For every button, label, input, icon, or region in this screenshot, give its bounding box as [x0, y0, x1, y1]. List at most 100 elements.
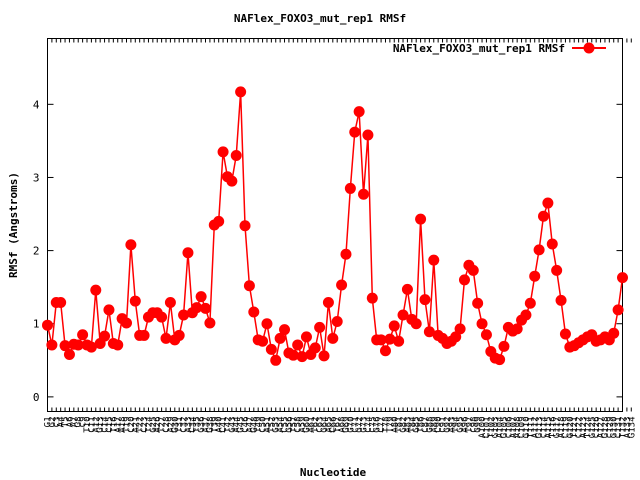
data-point [160, 332, 172, 344]
data-point [362, 129, 374, 141]
x-tick-label: G117 [553, 417, 563, 439]
x-tick-label: G60 [302, 417, 312, 433]
x-tick-label: G76 [373, 417, 383, 433]
x-tick-label: G2 [48, 417, 58, 428]
x-tick-label: G69 [342, 417, 352, 433]
x-tick-label: G64 [320, 417, 330, 433]
data-point [498, 340, 510, 352]
x-tick-label: T97 [465, 417, 475, 433]
data-point [42, 319, 53, 331]
x-tick-label: G88 [425, 417, 435, 433]
x-tick-label: C129 [605, 417, 615, 439]
x-tick-label: A104 [496, 417, 506, 439]
data-point [472, 297, 484, 309]
x-tick-label: T67 [333, 417, 343, 433]
data-point [555, 294, 567, 306]
data-point [191, 302, 203, 314]
data-point [476, 318, 488, 330]
x-tick-label: A100 [478, 417, 488, 439]
x-tick-label: A80 [390, 417, 400, 433]
data-point [213, 215, 225, 227]
x-tick-label: C101 [482, 417, 492, 439]
x-tick-label: A54 [276, 417, 286, 433]
x-tick-label: C9 [79, 417, 89, 428]
x-tick-label: T24 [144, 417, 154, 433]
x-tick-label: C14 [101, 417, 111, 433]
data-point [274, 332, 286, 344]
x-tick-label: C50 [259, 417, 269, 433]
x-tick-label: A118 [557, 417, 567, 439]
data-point [112, 339, 124, 351]
data-point [428, 254, 440, 266]
data-point [520, 309, 532, 321]
data-point [358, 188, 370, 200]
x-tick-label: C71 [351, 417, 361, 433]
x-tick-label: T39 [210, 417, 220, 433]
data-point [379, 345, 391, 357]
x-tick-label: C119 [561, 417, 571, 439]
x-tick-label: T31 [175, 417, 185, 433]
data-point [279, 324, 291, 336]
x-tick-label: C32 [180, 417, 190, 433]
data-point [410, 318, 422, 330]
data-point [99, 330, 111, 342]
x-tick-label: C114 [539, 417, 549, 439]
x-tick-label: G82 [399, 417, 409, 433]
x-tick-label: C90 [434, 417, 444, 433]
x-axis-label: Nucleotide [300, 466, 367, 479]
data-point [156, 311, 168, 323]
data-point [524, 297, 536, 309]
x-tick-label: T16 [109, 417, 119, 433]
data-point [178, 309, 190, 321]
x-tick-label: G25 [149, 417, 159, 433]
data-point [265, 343, 277, 355]
y-tick-label: 0 [33, 391, 40, 404]
x-tick-label: T111 [526, 417, 536, 439]
x-tick-label: A127 [597, 417, 607, 439]
data-point [349, 126, 361, 138]
x-tick-label: T121 [570, 417, 580, 439]
x-tick-label: G110 [522, 417, 532, 439]
y-tick-label: 1 [33, 318, 40, 331]
data-point [415, 213, 427, 225]
x-tick-label: A108 [513, 417, 523, 439]
data-point [612, 304, 624, 316]
x-tick-label: T84 [408, 417, 418, 433]
data-point [235, 86, 247, 98]
x-tick-label: A26 [153, 417, 163, 433]
data-point [204, 317, 216, 329]
data-point [551, 264, 563, 276]
data-point [270, 354, 282, 366]
x-tick-label: G45 [237, 417, 247, 433]
x-tick-label: A18 [118, 417, 128, 433]
data-point [296, 351, 308, 363]
data-point [173, 329, 185, 341]
data-point [336, 279, 348, 291]
x-tick-label: A21 [131, 417, 141, 433]
x-tick-label: G38 [206, 417, 216, 433]
x-tick-label: C77 [377, 417, 387, 433]
x-tick-label: A89 [430, 417, 440, 433]
x-tick-label: C58 [294, 417, 304, 433]
chart-title: NAFlex_FOXO3_mut_rep1 RMSf [234, 12, 406, 25]
data-point [366, 292, 378, 304]
data-point [401, 283, 413, 295]
data-point [450, 331, 462, 343]
x-tick-label: A47 [245, 417, 255, 433]
data-point [243, 280, 255, 292]
x-tick-label: G13 [96, 417, 106, 433]
data-point [239, 220, 251, 232]
x-tick-label: A17 [114, 417, 124, 433]
legend: NAFlex_FOXO3_mut_rep1 RMSf [393, 42, 606, 55]
x-tick-label: C11 [87, 417, 97, 433]
data-point [322, 297, 334, 309]
data-point [164, 297, 176, 309]
plot-frame [47, 38, 623, 412]
data-point [480, 329, 492, 341]
x-tick-label: G70 [346, 417, 356, 433]
data-point [423, 326, 435, 338]
x-tick-label: A37 [202, 417, 212, 433]
x-tick-label: C106 [504, 417, 514, 439]
data-point [125, 239, 137, 251]
x-tick-label: C41 [219, 417, 229, 433]
